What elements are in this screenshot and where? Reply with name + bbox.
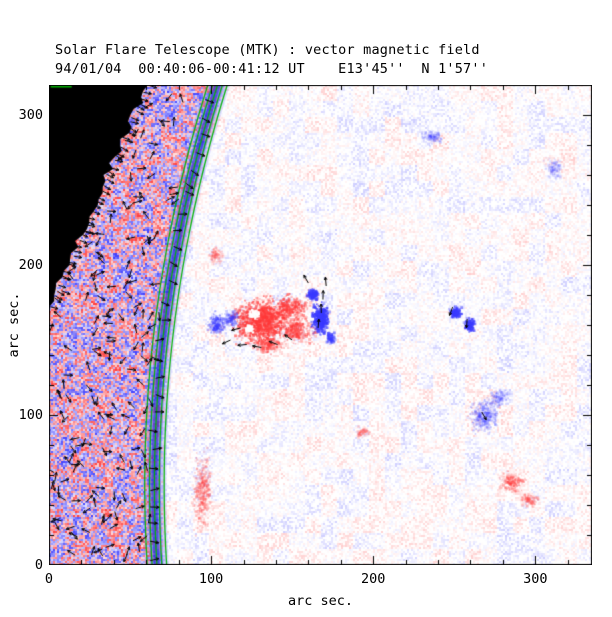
- y-tick-label: 200: [18, 257, 43, 273]
- x-axis-label: arc sec.: [287, 593, 354, 609]
- y-tick-label: 300: [18, 107, 43, 123]
- x-tick-label: 100: [198, 571, 224, 587]
- figure-title: Solar Flare Telescope (MTK) : vector mag…: [55, 42, 480, 58]
- y-axis-label: arc sec.: [6, 292, 22, 358]
- y-tick-label: 100: [18, 407, 43, 423]
- figure-subtitle: 94/01/04 00:40:06-00:41:12 UT E13'45'' N…: [55, 61, 489, 77]
- x-tick-label: 200: [360, 571, 386, 587]
- magnetogram-plot-canvas: [49, 85, 592, 565]
- x-tick-label: 300: [523, 571, 548, 587]
- y-tick-label: 0: [34, 557, 43, 573]
- x-tick-label: 0: [44, 571, 54, 587]
